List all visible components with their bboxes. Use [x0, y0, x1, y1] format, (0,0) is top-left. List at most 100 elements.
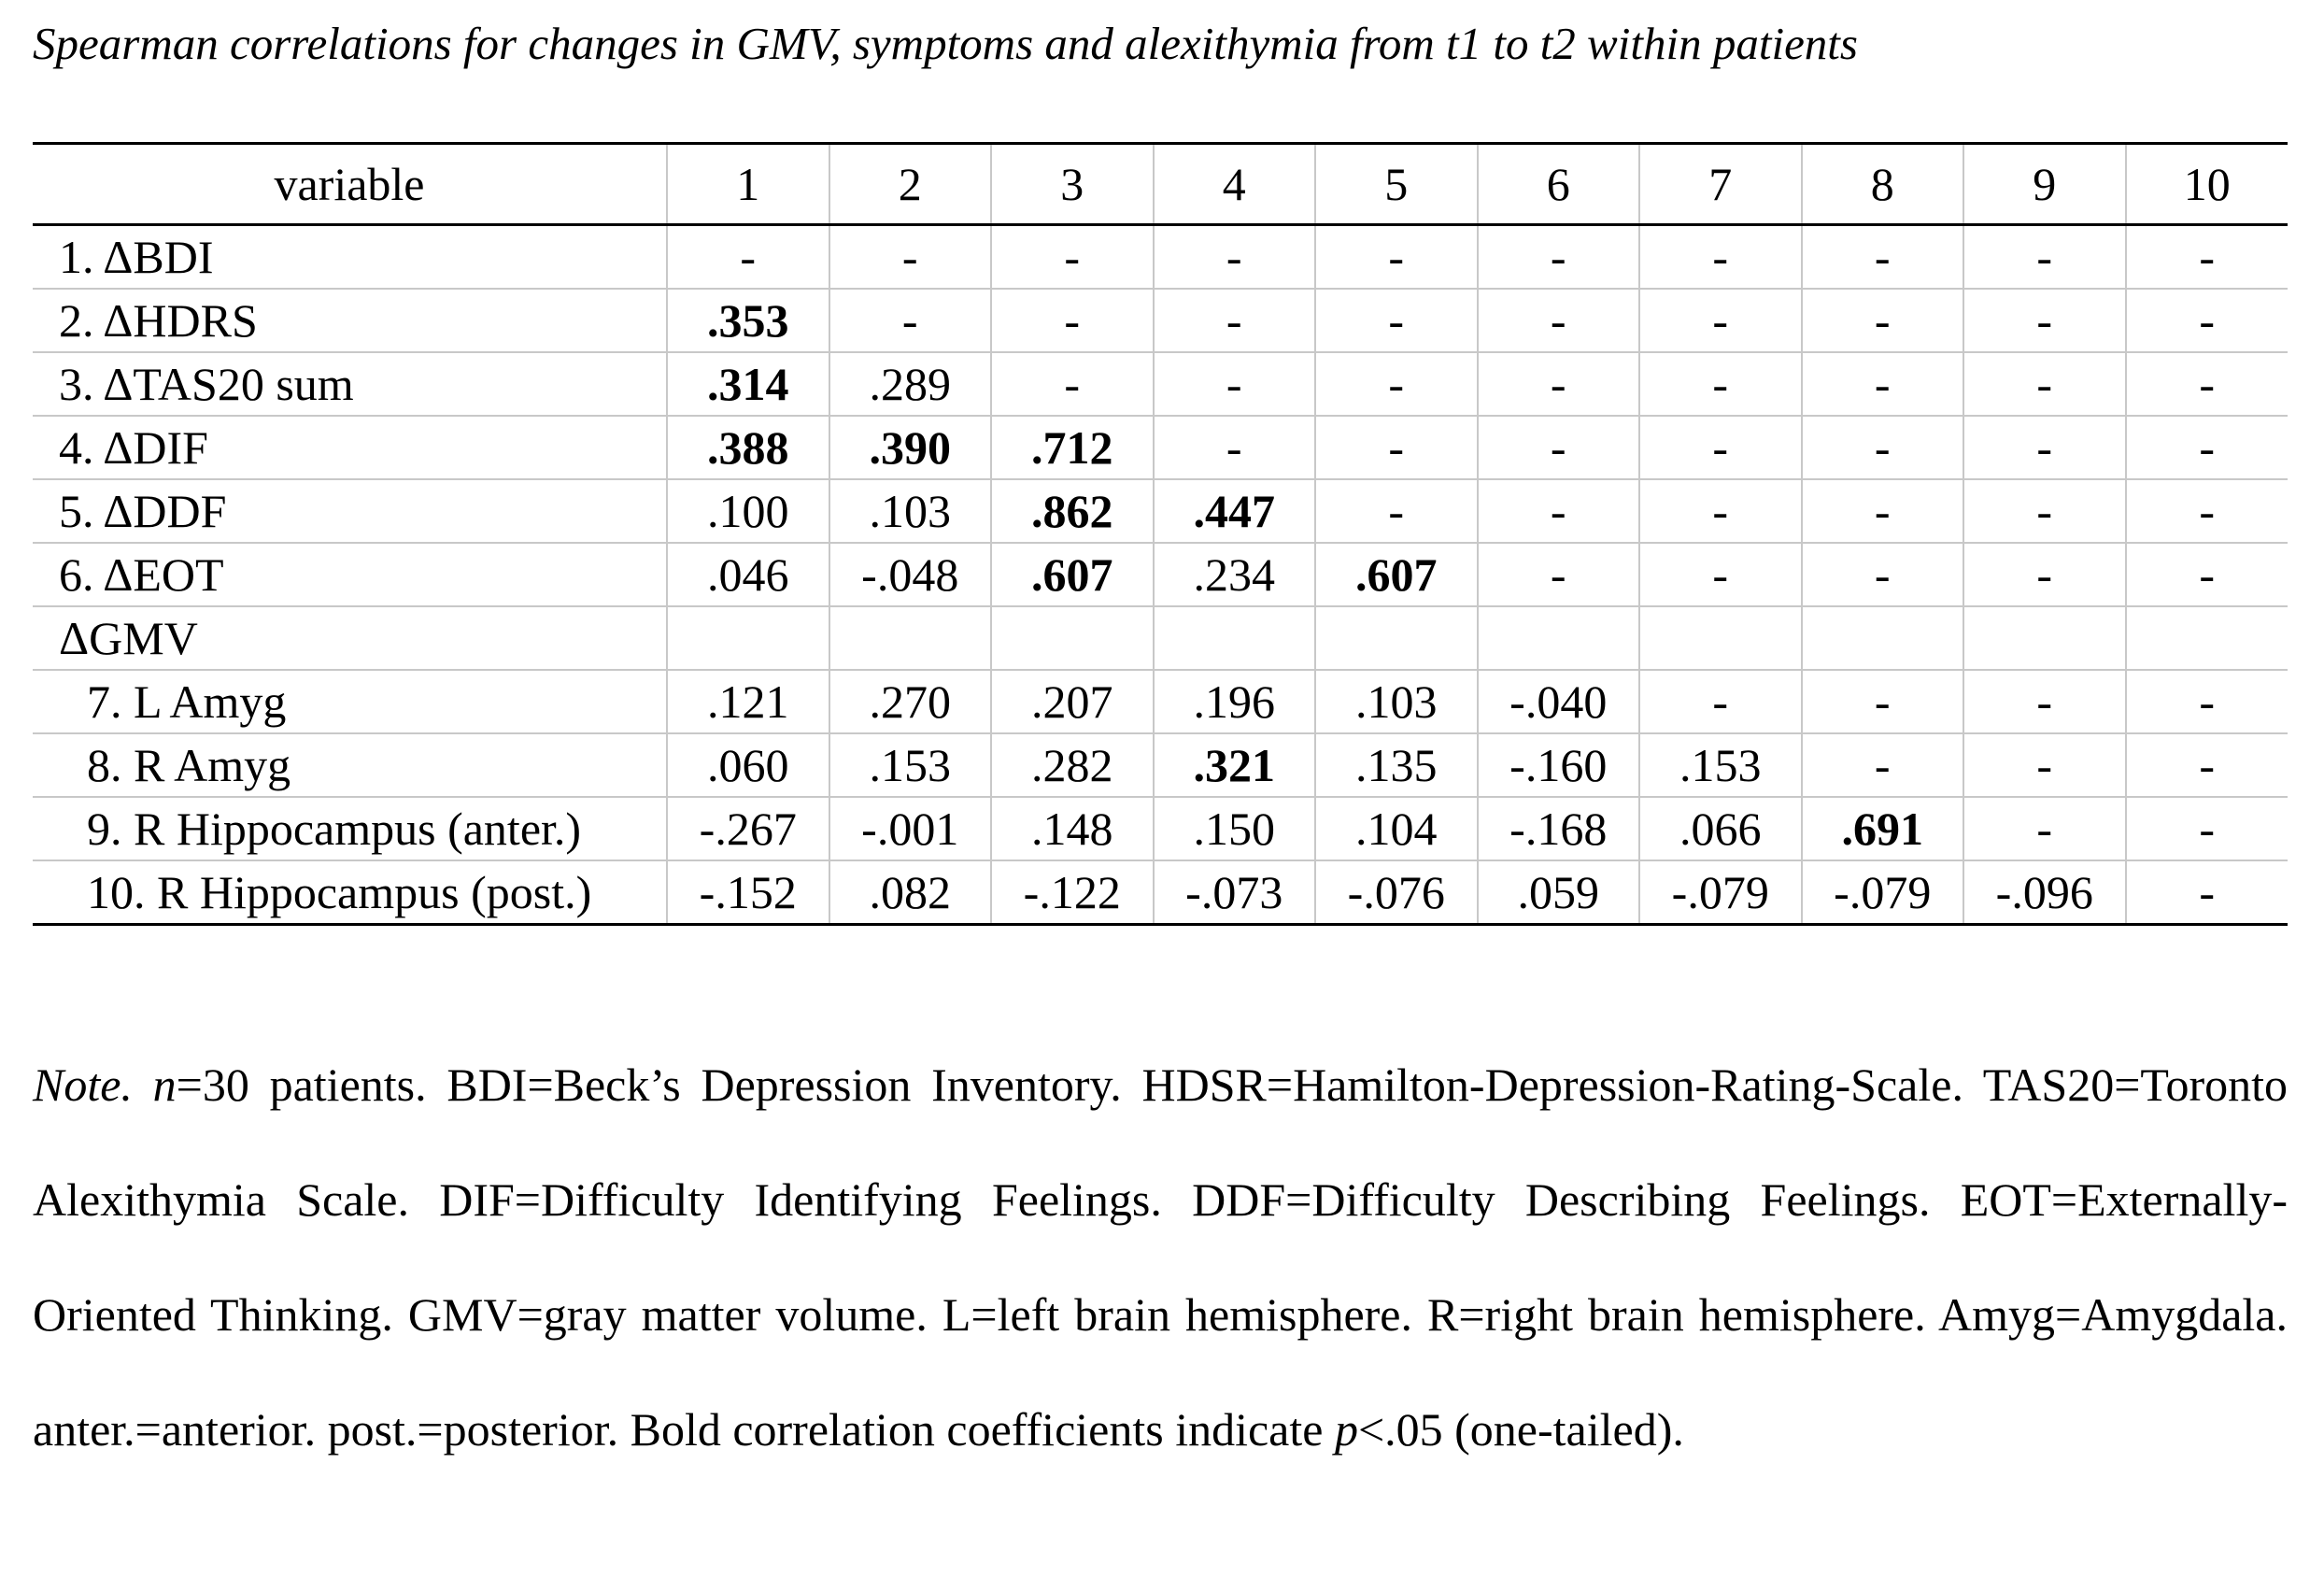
- cell: -: [1152, 224, 1315, 290]
- cell: [1476, 606, 1639, 671]
- cell: .289: [828, 352, 991, 417]
- table-row: 5. ΔDDF .100.103.862.447- - - - - -: [33, 479, 2288, 544]
- cell: -: [1800, 479, 1963, 544]
- row-label: 3. ΔTAS20 sum: [33, 352, 667, 417]
- cell: .082: [828, 860, 991, 926]
- row-label: ΔGMV: [33, 606, 667, 671]
- note-text: =30 patients. BDI=Beck’s Depression Inve…: [33, 1058, 2289, 1456]
- column-header: 9: [1963, 143, 2126, 226]
- column-header: 6: [1476, 143, 1639, 226]
- row-label: 2. ΔHDRS: [33, 289, 667, 353]
- cell: .282: [990, 733, 1154, 798]
- cell: -: [1963, 797, 2126, 861]
- cell: -: [1638, 289, 1802, 353]
- cell: .059: [1476, 860, 1639, 926]
- header-row: variable 1 2 3 4 5 6 7 8 9 10: [33, 143, 2288, 226]
- column-header: 7: [1638, 143, 1802, 226]
- cell: -: [1800, 416, 1963, 480]
- cell: -: [828, 224, 991, 290]
- cell: .234: [1152, 543, 1315, 607]
- cell: [990, 606, 1154, 671]
- table-row: 8. R Amyg .060.153.282.321.135 -.160.153- -…: [33, 733, 2288, 798]
- cell: [666, 606, 829, 671]
- cell: -: [1638, 543, 1802, 607]
- cell: .390: [828, 416, 991, 480]
- cell: -: [990, 352, 1154, 417]
- cell: .353: [666, 289, 829, 353]
- table-row: 9. R Hippocampus (anter.) -.267 -.001.148.…: [33, 797, 2288, 861]
- cell: -: [666, 224, 829, 290]
- column-header: 4: [1152, 143, 1315, 226]
- table-row: 6. ΔEOT .046 -.048.607.234.607- - - - -: [33, 543, 2288, 607]
- row-label: 5. ΔDDF: [33, 479, 667, 544]
- cell: -: [1314, 224, 1478, 290]
- row-label: 10. R Hippocampus (post.): [33, 860, 667, 926]
- table-row: 2. ΔHDRS .353- - - - - - - - -: [33, 289, 2288, 353]
- column-header: 1: [666, 143, 829, 226]
- cell: .046: [666, 543, 829, 607]
- cell: [1638, 606, 1802, 671]
- table-note: Note. n=30 patients. BDI=Beck’s Depressi…: [33, 1028, 2288, 1487]
- cell: -: [1638, 479, 1802, 544]
- cell: -: [1963, 224, 2126, 290]
- cell: -: [1314, 352, 1478, 417]
- cell: .314: [666, 352, 829, 417]
- cell: .270: [828, 670, 991, 734]
- cell: -: [1314, 416, 1478, 480]
- cell: -: [1963, 479, 2126, 544]
- cell: .103: [828, 479, 991, 544]
- cell: [2124, 606, 2288, 671]
- table-row: 3. ΔTAS20 sum .314.289- - - - - - - -: [33, 352, 2288, 417]
- note-n: n: [152, 1058, 177, 1111]
- cell: -: [1476, 352, 1639, 417]
- row-label: 1. ΔBDI: [33, 224, 667, 290]
- cell: [1963, 606, 2126, 671]
- table-row: ΔGMV: [33, 606, 2288, 671]
- column-header: 3: [990, 143, 1154, 226]
- cell: -.048: [828, 543, 991, 607]
- column-header: 10: [2124, 143, 2288, 226]
- table-row: 1. ΔBDI - - - - - - - - - -: [33, 224, 2288, 290]
- cell: -: [2124, 479, 2288, 544]
- cell: -: [2124, 733, 2288, 798]
- cell: .607: [990, 543, 1154, 607]
- cell: -: [1800, 224, 1963, 290]
- cell: -: [1800, 289, 1963, 353]
- row-label: 9. R Hippocampus (anter.): [33, 797, 667, 861]
- cell: .148: [990, 797, 1154, 861]
- cell: -: [1963, 543, 2126, 607]
- cell: -.267: [666, 797, 829, 861]
- table-row: 7. L Amyg .121.270.207.196.103 -.040- - - -: [33, 670, 2288, 734]
- row-label: 4. ΔDIF: [33, 416, 667, 480]
- column-header: 5: [1314, 143, 1478, 226]
- cell: .060: [666, 733, 829, 798]
- cell: -: [2124, 543, 2288, 607]
- cell: -: [1638, 224, 1802, 290]
- cell: .691: [1800, 797, 1963, 861]
- column-header: 8: [1800, 143, 1963, 226]
- cell: -: [1800, 733, 1963, 798]
- cell: -: [990, 224, 1154, 290]
- cell: -: [2124, 797, 2288, 861]
- cell: -: [1152, 289, 1315, 353]
- table-row: 10. R Hippocampus (post.) -.152.082 -.122-…: [33, 860, 2288, 926]
- table-title: Spearman correlations for changes in GMV…: [33, 18, 1858, 69]
- cell: -: [1476, 543, 1639, 607]
- cell: -: [1314, 479, 1478, 544]
- cell: .153: [1638, 733, 1802, 798]
- cell: -: [1800, 543, 1963, 607]
- cell: -: [990, 289, 1154, 353]
- row-label: 7. L Amyg: [33, 670, 667, 734]
- note-label: Note.: [33, 1058, 133, 1111]
- cell: [1314, 606, 1478, 671]
- cell: .135: [1314, 733, 1478, 798]
- cell: .066: [1638, 797, 1802, 861]
- cell: .153: [828, 733, 991, 798]
- cell: -: [1638, 352, 1802, 417]
- cell: -.079: [1800, 860, 1963, 926]
- cell: .712: [990, 416, 1154, 480]
- cell: .207: [990, 670, 1154, 734]
- note-p: p: [1334, 1403, 1358, 1456]
- cell: -: [1476, 224, 1639, 290]
